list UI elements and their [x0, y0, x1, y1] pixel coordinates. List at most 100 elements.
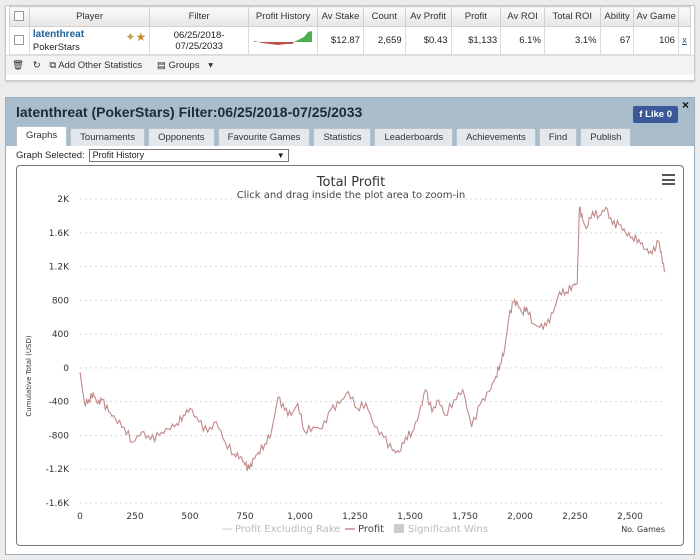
dropdown-arrow-icon: ▼ [276, 150, 285, 160]
table-row[interactable]: latenthreat PokerStars ✦★ 06/25/2018- 07… [9, 26, 692, 55]
tab-find[interactable]: Find [538, 128, 578, 146]
y-tick-label: 0 [63, 364, 69, 374]
chevron-down-icon: ▾ [208, 60, 214, 71]
tab-opponents[interactable]: Opponents [148, 128, 215, 146]
series-line-profit [79, 206, 666, 471]
star-badge-icon: ★ [135, 30, 147, 44]
av-profit-value: $0.43 [404, 26, 452, 55]
av-game-value: 106 [633, 26, 679, 55]
tab-graphs[interactable]: Graphs [16, 126, 68, 146]
legend-item-significant-wins[interactable]: Significant Wins [408, 524, 488, 535]
refresh-icon[interactable]: ↻ [32, 60, 41, 71]
graph-select-label: Graph Selected: [16, 149, 85, 161]
filter-line-2: 07/25/2033 [175, 40, 223, 52]
panel-title-bar: latenthreat (PokerStars) Filter:06/25/20… [6, 98, 694, 126]
y-tick-label: 1.2K [49, 263, 70, 273]
col-header-profit-history[interactable]: Profit History [248, 6, 319, 27]
tab-statistics[interactable]: Statistics [313, 128, 372, 146]
x-tick-label: 500 [181, 512, 198, 522]
col-header-total-roi[interactable]: Total ROI [543, 6, 601, 27]
add-other-statistics-label: Add Other Statistics [58, 60, 143, 71]
count-value: 2,659 [362, 26, 406, 55]
col-header-profit[interactable]: Profit [450, 6, 502, 27]
stats-table: Player Filter Profit History Av Stake Co… [9, 6, 692, 55]
graph-select-dropdown[interactable]: Profit History ▼ [88, 148, 289, 162]
col-header-av-profit[interactable]: Av Profit [404, 6, 452, 27]
statistics-panel: Player Filter Profit History Av Stake Co… [5, 5, 695, 81]
col-header-filter[interactable]: Filter [149, 6, 250, 27]
row-link[interactable]: x [682, 35, 687, 46]
player-name-link[interactable]: latenthreat [32, 28, 85, 40]
panel-title: latenthreat (PokerStars) Filter:06/25/20… [16, 104, 363, 120]
col-header-extra [677, 6, 692, 27]
select-all-checkbox[interactable] [14, 11, 25, 22]
chart-container[interactable]: Total Profit Click and drag inside the p… [16, 165, 684, 546]
chart-title: Total Profit [316, 175, 385, 190]
y-tick-label: 400 [52, 330, 69, 340]
tab-achievements[interactable]: Achievements [456, 128, 536, 146]
legend-item-profit[interactable]: Profit [358, 524, 384, 535]
groups-dropdown[interactable]: ▤ Groups ▾ [156, 60, 214, 71]
x-axis-label: No. Games [621, 525, 665, 534]
facebook-like-button[interactable]: f Like 0 [633, 106, 678, 123]
chart-legend: Profit Excluding Rake Profit Significant W… [222, 524, 488, 535]
legend-item-profit-excluding-rake[interactable]: Profit Excluding Rake [235, 524, 340, 535]
stats-toolbar: 🗑 ↻ ⧉ Add Other Statistics ▤ Groups ▾ [6, 55, 694, 75]
x-tick-label: 2,500 [617, 512, 643, 522]
x-tick-label: 2,250 [562, 512, 588, 522]
col-header-count[interactable]: Count [362, 6, 406, 27]
sparkline-chart [254, 31, 313, 45]
av-stake-value: $12.87 [317, 26, 364, 55]
ability-value: 67 [599, 26, 635, 55]
tab-bar: Graphs Tournaments Opponents Favourite G… [6, 126, 694, 146]
av-roi-value: 6.1% [500, 26, 545, 55]
groups-label: Groups [168, 60, 200, 71]
col-header-av-roi[interactable]: Av ROI [500, 6, 545, 27]
chart-menu-icon[interactable] [662, 174, 675, 185]
tab-tournaments[interactable]: Tournaments [70, 128, 146, 146]
select-all-checkbox-header[interactable] [9, 6, 30, 27]
x-tick-label: 2,000 [507, 512, 533, 522]
add-other-statistics-button[interactable]: ⧉ Add Other Statistics [49, 60, 143, 71]
col-header-player[interactable]: Player [28, 6, 151, 27]
y-tick-label: 2K [57, 195, 70, 205]
tab-publish[interactable]: Publish [580, 128, 632, 146]
x-tick-label: 750 [236, 512, 253, 522]
chart-subtitle: Click and drag inside the plot area to z… [237, 190, 465, 201]
filter-cell: 06/25/2018- 07/25/2033 [149, 26, 250, 55]
y-tick-label: -1.2K [46, 465, 71, 475]
y-tick-label: 1.6K [49, 229, 70, 239]
tab-favourite-games[interactable]: Favourite Games [217, 128, 311, 146]
row-checkbox-cell[interactable] [9, 26, 30, 55]
x-tick-label: 0 [77, 512, 83, 522]
y-tick-label: 800 [52, 296, 69, 306]
x-tick-label: 1,750 [452, 512, 478, 522]
row-checkbox[interactable] [14, 35, 25, 46]
profit-history-sparkline [248, 26, 319, 55]
y-tick-label: -400 [49, 398, 70, 408]
graph-select-row: Graph Selected: Profit History ▼ [6, 146, 694, 164]
col-header-av-game[interactable]: Av Game [633, 6, 679, 27]
x-tick-label: 1,250 [342, 512, 368, 522]
col-header-av-stake[interactable]: Av Stake [317, 6, 364, 27]
medal-icons: ✦★ [125, 30, 146, 44]
row-extra-link[interactable]: x [677, 26, 692, 55]
legend-swatch-significant-wins [394, 524, 404, 533]
trash-icon[interactable]: 🗑 [12, 60, 25, 71]
col-header-ability[interactable]: Ability [599, 6, 635, 27]
x-tick-label: 1,000 [287, 512, 313, 522]
player-cell: latenthreat PokerStars ✦★ [28, 26, 151, 55]
y-axis-label: Cumulative Total (USD) [25, 335, 33, 416]
profit-chart-svg[interactable]: Total Profit Click and drag inside the p… [17, 166, 684, 546]
player-details-panel: latenthreat (PokerStars) Filter:06/25/20… [5, 97, 695, 555]
medal-icon: ✦ [125, 30, 136, 44]
close-icon[interactable]: × [681, 98, 689, 112]
graph-select-value: Profit History [92, 149, 145, 160]
y-axis-ticks: 2K 1.6K 1.2K 800 400 0 -400 -800 -1.2K -1.6K [46, 195, 71, 509]
facebook-icon: f [639, 109, 643, 120]
x-tick-label: 250 [126, 512, 143, 522]
tab-leaderboards[interactable]: Leaderboards [374, 128, 454, 146]
profit-value: $1,133 [450, 26, 502, 55]
x-axis-ticks: 0 250 500 750 1,000 1,250 1,500 1,750 2,000 2,250… [77, 512, 643, 522]
player-site: PokerStars [32, 41, 80, 53]
